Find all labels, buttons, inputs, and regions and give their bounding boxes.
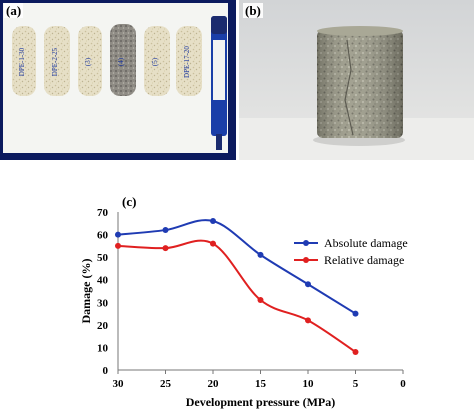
data-point-absolute-damage bbox=[210, 218, 216, 225]
data-point-absolute-damage bbox=[115, 231, 121, 238]
legend-marker-absolute-damage bbox=[303, 240, 309, 246]
x-axis-title: Development pressure (MPa) bbox=[186, 395, 336, 409]
y-tick-label: 70 bbox=[97, 207, 109, 219]
data-point-relative-damage bbox=[210, 240, 216, 247]
specimen-4: (4) bbox=[110, 24, 136, 96]
legend: Absolute damage Relative damage bbox=[294, 236, 408, 267]
series-line-relative-damage bbox=[117, 239, 357, 353]
data-point-relative-damage bbox=[257, 297, 264, 304]
panel-b-label: (b) bbox=[243, 3, 263, 18]
legend-label-relative-damage: Relative damage bbox=[324, 253, 404, 267]
series-line-absolute-damage bbox=[117, 219, 357, 315]
data-point-absolute-damage bbox=[162, 227, 169, 234]
panel-a-label: (a) bbox=[4, 3, 24, 18]
data-point-relative-damage bbox=[352, 348, 359, 355]
data-point-absolute-damage bbox=[257, 251, 264, 258]
y-tick-label: 0 bbox=[103, 365, 109, 377]
panel-c-chart: (c) 0 10 20 30 40 50 60 70 30 25 20 15 10 5 0 Damage … bbox=[0, 190, 474, 417]
x-tick-label: 5 bbox=[353, 378, 359, 390]
y-tick-label: 60 bbox=[97, 230, 109, 242]
cylinder-specimen bbox=[317, 26, 403, 138]
specimen-4-label: (4) bbox=[117, 57, 125, 66]
panel-c-label: (c) bbox=[122, 194, 136, 209]
specimen-5-label: (5) bbox=[151, 57, 159, 66]
y-tick-label: 10 bbox=[97, 342, 109, 354]
x-tick-label: 30 bbox=[113, 378, 125, 390]
x-tick-label: 10 bbox=[303, 378, 315, 390]
y-tick-label: 50 bbox=[97, 252, 109, 264]
legend-marker-relative-damage bbox=[303, 257, 309, 263]
specimen-3-label: (3) bbox=[84, 57, 92, 66]
specimen-3: (3) bbox=[78, 26, 102, 96]
marker-pen bbox=[211, 16, 227, 150]
specimen-2: DPE-2-25 bbox=[44, 26, 70, 96]
data-point-relative-damage bbox=[162, 245, 169, 252]
specimen-6-label: DPE-17-20 bbox=[183, 46, 191, 78]
y-axis-title: Damage (%) bbox=[79, 259, 93, 324]
panel-a-photo: DPE-1-30 DPE-2-25 (3) (4) (5) DPE-17-20 bbox=[0, 0, 236, 160]
specimen-1-label: DPE-1-30 bbox=[18, 47, 26, 76]
single-specimen-photo bbox=[239, 0, 474, 160]
specimen-2-label: DPE-2-25 bbox=[51, 47, 59, 76]
data-point-absolute-damage bbox=[305, 281, 311, 288]
x-tick-label: 20 bbox=[208, 378, 220, 390]
data-point-absolute-damage bbox=[352, 310, 359, 317]
specimen-5: (5) bbox=[144, 26, 170, 96]
x-tick-label: 25 bbox=[160, 378, 172, 390]
y-tick-label: 20 bbox=[97, 320, 109, 332]
y-tick-label: 40 bbox=[97, 275, 109, 287]
x-tick-label: 0 bbox=[400, 378, 406, 390]
specimens-photo: DPE-1-30 DPE-2-25 (3) (4) (5) DPE-17-20 bbox=[0, 0, 236, 160]
legend-label-absolute-damage: Absolute damage bbox=[324, 236, 408, 250]
data-point-relative-damage bbox=[305, 317, 311, 324]
x-tick-label: 15 bbox=[255, 378, 267, 390]
specimen-1: DPE-1-30 bbox=[12, 26, 36, 96]
y-tick-label: 30 bbox=[97, 297, 109, 309]
panel-b-photo: (b) bbox=[239, 0, 474, 160]
specimen-6: DPE-17-20 bbox=[176, 26, 202, 96]
data-point-relative-damage bbox=[115, 242, 121, 249]
